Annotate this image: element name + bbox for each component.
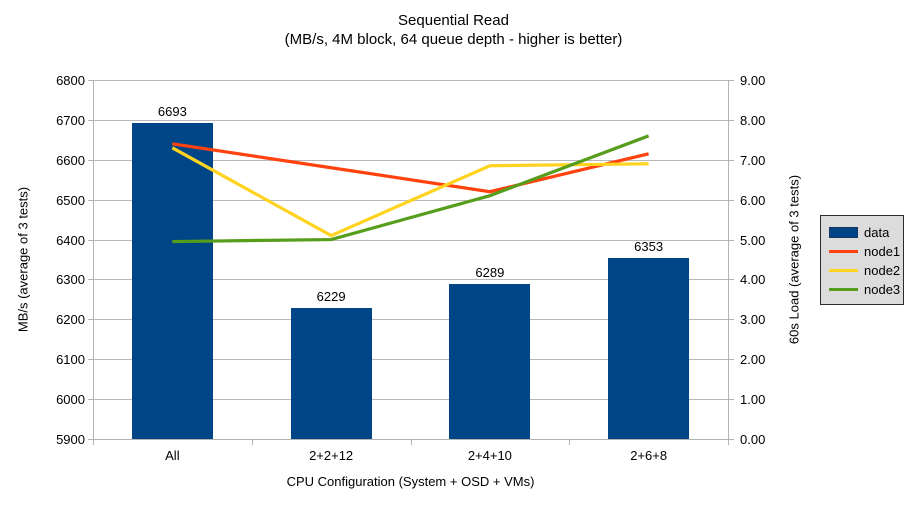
- bar-value-label: 6693: [157, 103, 187, 119]
- y-axis-right-tick: [729, 200, 734, 201]
- y-axis-left-line: [93, 80, 94, 439]
- legend-item-node1: node1: [829, 242, 901, 261]
- y-axis-left-tick-label: 6000: [56, 392, 85, 407]
- legend-label: node3: [864, 281, 901, 297]
- y-axis-right-tick-label: 4.00: [740, 272, 766, 287]
- x-axis-tick-label: All: [165, 448, 180, 463]
- y-axis-right-tick: [729, 439, 734, 440]
- y-axis-left-tick: [88, 319, 93, 320]
- x-axis-tick: [252, 440, 253, 445]
- y-axis-right-tick-label: 8.00: [740, 113, 766, 128]
- y-axis-left-tick: [88, 439, 93, 440]
- y-axis-right-tick: [729, 359, 734, 360]
- y-axis-right-tick-label: 3.00: [740, 312, 766, 327]
- gridline: [93, 160, 728, 161]
- y-axis-left-tick-label: 6800: [56, 73, 85, 88]
- legend-line-swatch: [829, 288, 858, 291]
- y-axis-left-tick-label: 6700: [56, 113, 85, 128]
- x-axis-tick: [93, 440, 94, 445]
- y-axis-right-tick-label: 6.00: [740, 193, 766, 208]
- gridline: [93, 80, 728, 81]
- legend-item-node3: node3: [829, 280, 901, 299]
- x-axis-tick: [411, 440, 412, 445]
- legend-line-swatch: [829, 250, 858, 253]
- legend-line-swatch: [829, 269, 858, 272]
- y-axis-right-tick-label: 9.00: [740, 73, 766, 88]
- y-axis-left-tick: [88, 120, 93, 121]
- series-line-node2: [171, 146, 649, 238]
- series-line-node3: [172, 134, 650, 244]
- x-axis-tick-label: 2+6+8: [630, 448, 668, 463]
- x-axis-tick: [728, 440, 729, 445]
- gridline: [93, 240, 728, 241]
- legend-label: node2: [864, 262, 901, 278]
- y-axis-right-tick: [729, 160, 734, 161]
- legend-label: node1: [864, 243, 901, 259]
- y-axis-right-tick-label: 0.00: [740, 432, 766, 447]
- y-axis-left-tick: [88, 279, 93, 280]
- y-axis-left-tick-label: 6500: [56, 193, 85, 208]
- y-axis-right-tick: [729, 319, 734, 320]
- legend-item-node2: node2: [829, 261, 901, 280]
- chart-legend: data node1 node2 node3: [820, 215, 904, 305]
- y-axis-right-tick-label: 5.00: [740, 233, 766, 248]
- gridline: [93, 279, 728, 280]
- y-axis-right-line: [728, 80, 729, 439]
- legend-bar-swatch: [829, 227, 858, 238]
- gridline: [93, 120, 728, 121]
- y-axis-left-tick-label: 6200: [56, 312, 85, 327]
- y-axis-left-tick: [88, 160, 93, 161]
- bar-2+4+10: [449, 283, 531, 439]
- y-axis-left-tick: [88, 240, 93, 241]
- y-axis-left-tick-label: 6600: [56, 153, 85, 168]
- y-axis-right-tick-label: 1.00: [740, 392, 766, 407]
- y-axis-left-tick-label: 6100: [56, 352, 85, 367]
- y-axis-right-tick: [729, 120, 734, 121]
- y-axis-left-tick-label: 5900: [56, 432, 85, 447]
- series-line-node1: [172, 142, 649, 194]
- bar-All: [131, 122, 213, 439]
- y-axis-right-tick: [729, 279, 734, 280]
- x-axis-tick-label: 2+4+10: [467, 448, 512, 463]
- gridline: [93, 399, 728, 400]
- legend-item-data: data: [829, 223, 897, 242]
- y-axis-left-tick: [88, 80, 93, 81]
- y-axis-right-tick-label: 7.00: [740, 153, 766, 168]
- bar-2+6+8: [608, 258, 690, 439]
- y-axis-right-tick: [729, 240, 734, 241]
- bar-value-label: 6353: [634, 239, 664, 255]
- x-axis-tick: [569, 440, 570, 445]
- gridline: [93, 319, 728, 320]
- y-axis-left-tick: [88, 200, 93, 201]
- chart-subtitle: (MB/s, 4M block, 64 queue depth - higher…: [284, 31, 623, 48]
- x-axis-line: [93, 439, 729, 440]
- y-axis-left-tick-label: 6400: [56, 233, 85, 248]
- bar-value-label: 6289: [475, 264, 505, 280]
- y-axis-left-tick: [88, 399, 93, 400]
- x-axis-tick-label: 2+2+12: [309, 448, 354, 463]
- legend-label: data: [864, 224, 890, 240]
- y-axis-right-tick: [729, 399, 734, 400]
- bar-2+2+12: [290, 307, 372, 439]
- chart-title: Sequential Read: [398, 12, 509, 29]
- y-axis-left-tick-label: 6300: [56, 272, 85, 287]
- y-axis-right-tick-label: 2.00: [740, 352, 766, 367]
- x-axis-title: CPU Configuration (System + OSD + VMs): [286, 474, 535, 489]
- bar-value-label: 6229: [316, 288, 346, 304]
- y-axis-left-tick: [88, 359, 93, 360]
- gridline: [93, 359, 728, 360]
- y-axis-right-tick: [729, 80, 734, 81]
